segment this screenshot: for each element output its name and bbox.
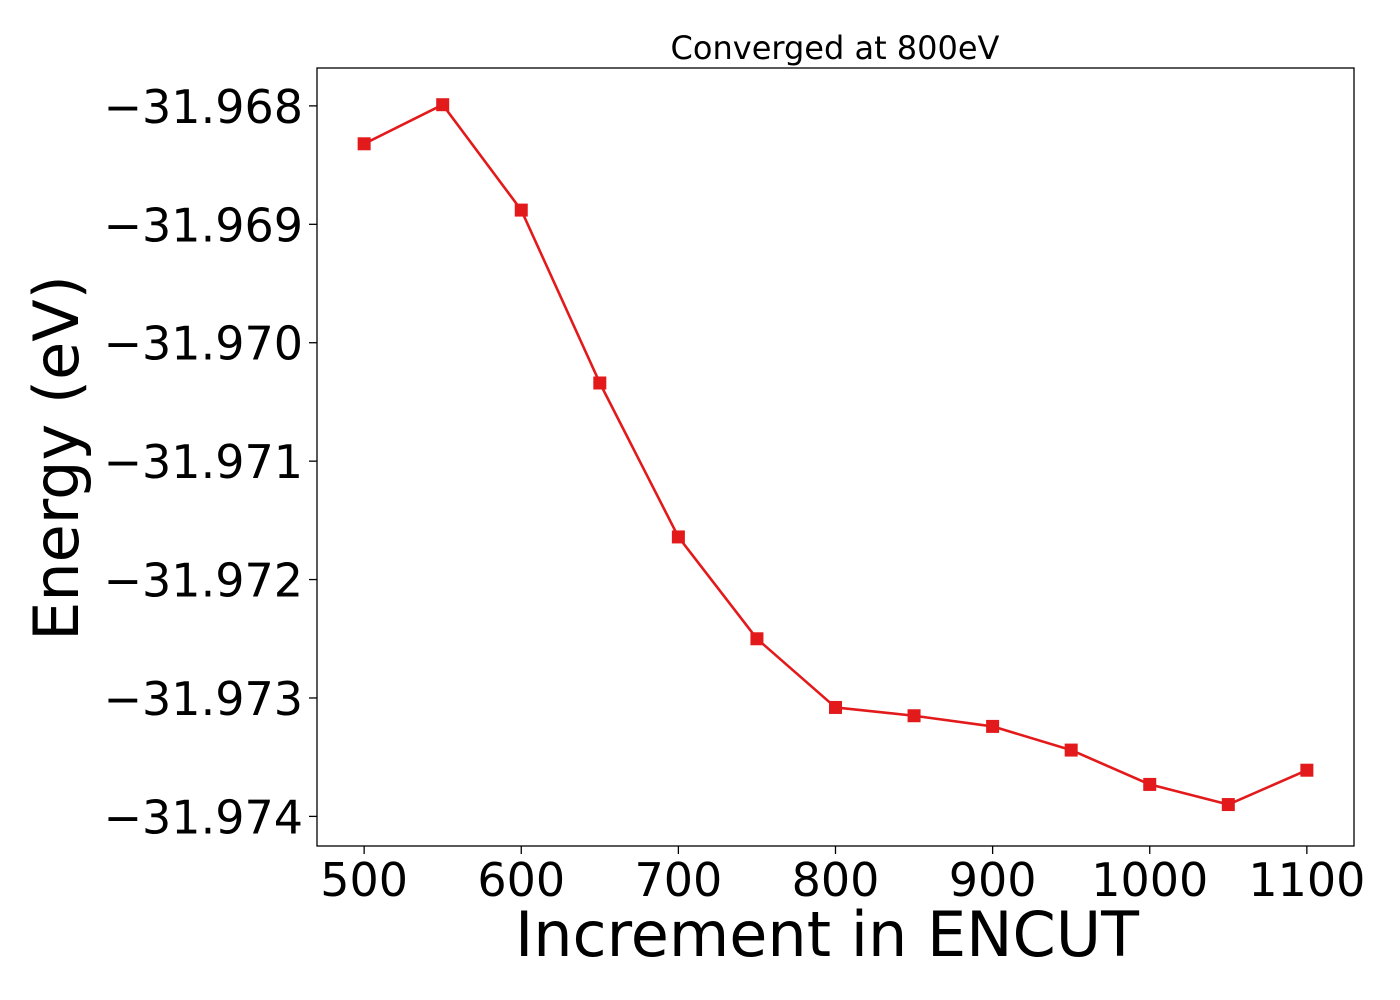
data-point-marker	[1064, 743, 1078, 757]
x-tick-label: 600	[477, 853, 565, 907]
y-tick-label: −31.974	[104, 790, 304, 844]
x-tick-label: 900	[949, 853, 1037, 907]
data-point-marker	[436, 98, 450, 112]
y-tick-label: −31.971	[104, 435, 304, 489]
data-point-marker	[907, 709, 921, 723]
data-point-marker	[750, 632, 764, 646]
y-tick-label: −31.973	[104, 672, 304, 726]
y-tick-label: −31.972	[104, 554, 304, 608]
data-point-marker	[1143, 777, 1157, 791]
data-point-marker	[357, 137, 371, 151]
series-line	[363, 103, 1308, 806]
y-tick-label: −31.970	[104, 317, 304, 371]
x-tick-label: 500	[320, 853, 408, 907]
y-axis-label: Energy (eV)	[20, 275, 93, 641]
data-point-marker	[986, 719, 1000, 733]
data-point-marker	[671, 530, 685, 544]
data-point-marker	[1221, 798, 1235, 812]
x-axis: 500 600 700 800 900 1000 1100	[320, 846, 1365, 907]
y-axis: −31.968 −31.969 −31.970 −31.971 −31.972 −31.9…	[104, 80, 317, 844]
series-energy	[357, 98, 1314, 812]
chart-title: Converged at 800eV	[671, 29, 1000, 67]
x-tick-label: 1000	[1091, 853, 1208, 907]
y-tick-label: −31.968	[104, 80, 304, 134]
data-point-marker	[514, 203, 528, 217]
x-axis-label: Increment in ENCUT	[515, 898, 1140, 971]
y-tick-label: −31.969	[104, 198, 304, 252]
x-tick-label: 1100	[1248, 853, 1365, 907]
x-tick-label: 800	[792, 853, 880, 907]
x-tick-label: 700	[634, 853, 722, 907]
data-point-marker	[829, 700, 842, 714]
plot-area-frame	[316, 67, 1355, 847]
data-point-marker	[593, 376, 607, 390]
data-point-marker	[1300, 763, 1314, 777]
